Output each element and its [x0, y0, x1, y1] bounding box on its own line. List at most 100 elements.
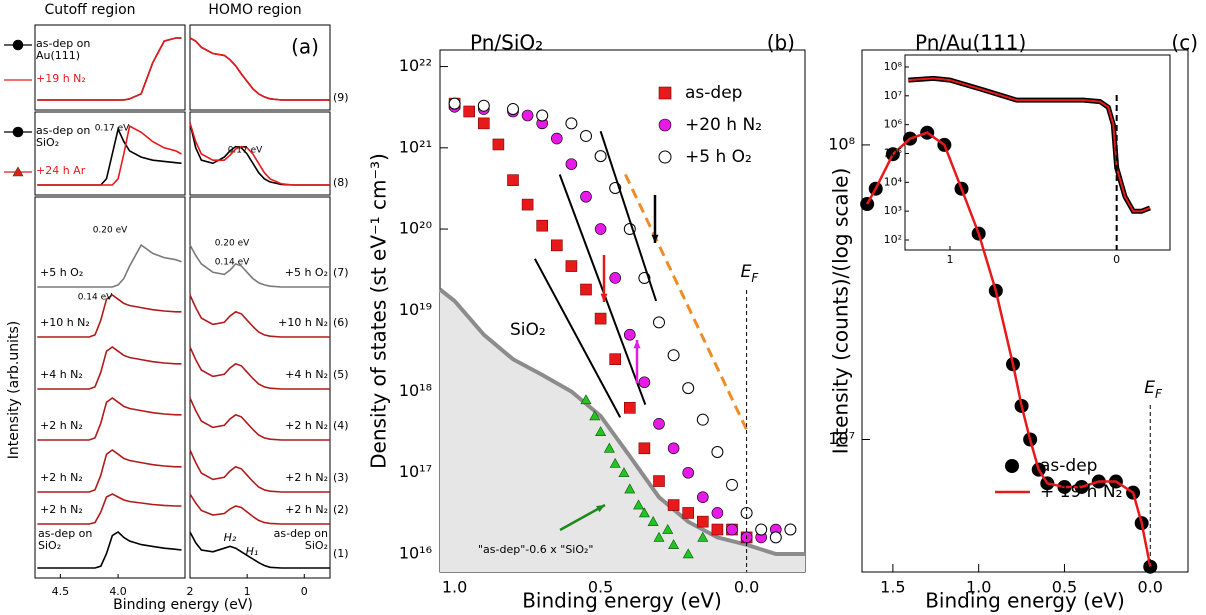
row-label: +2 h N₂ — [285, 503, 328, 516]
legend-label: as-dep on Au(111) — [36, 38, 91, 62]
chart-title: Pn/SiO₂ — [470, 31, 543, 55]
series-label: SiO₂ — [510, 320, 546, 340]
legend-label-box: as-dep on Au(111) — [36, 38, 91, 62]
y-tick-label: 10²² — [399, 56, 432, 75]
panel-title: Cutoff region — [44, 2, 135, 18]
point — [696, 413, 709, 426]
spectrum — [37, 449, 182, 493]
fit-line — [534, 258, 622, 418]
row-label: +2 h N₂ — [40, 419, 83, 432]
point — [633, 499, 645, 510]
point — [623, 402, 636, 414]
legend-marker — [658, 150, 672, 164]
spectrum — [189, 294, 330, 338]
point — [755, 523, 768, 536]
spectrum — [189, 449, 330, 493]
row-label: +10 h N₂ — [278, 316, 328, 329]
arrow-head — [596, 505, 605, 513]
frame — [189, 111, 331, 196]
y-axis-title: Intensity (arb.units) — [6, 321, 22, 459]
chart-title: Pn/Au(111) — [915, 31, 1026, 55]
point — [653, 531, 665, 542]
point — [507, 103, 519, 116]
point — [580, 394, 592, 405]
spectrum — [37, 243, 182, 288]
row-label: +2 h N₂ — [40, 471, 83, 484]
point — [682, 507, 695, 519]
x-tick-label: 0.5 — [588, 578, 613, 597]
point — [726, 478, 738, 491]
point — [463, 105, 476, 118]
spectrum — [37, 530, 182, 569]
point — [477, 99, 490, 112]
frame — [189, 196, 331, 579]
fit-line — [558, 174, 647, 405]
point — [638, 507, 650, 518]
annotation: H₁ — [246, 545, 259, 558]
y-tick-label: 10¹⁷ — [399, 462, 432, 481]
y-tick-label: 10¹⁸ — [399, 381, 432, 400]
arrow — [559, 503, 606, 532]
legend-marker — [1005, 459, 1019, 473]
point — [448, 97, 461, 110]
point — [667, 442, 680, 455]
fermi-label: EF — [741, 262, 760, 285]
y-tick-label: 10¹⁹ — [399, 300, 432, 319]
annotation: 0.20 eV — [93, 226, 128, 236]
legend-marker — [12, 126, 24, 138]
point — [565, 260, 578, 272]
point — [507, 174, 519, 186]
point — [609, 353, 622, 365]
spectrum — [189, 493, 330, 525]
spectrum — [37, 397, 182, 441]
row-label: +4 h N₂ — [285, 368, 328, 381]
x-tick-label: 1.0 — [442, 578, 467, 597]
point — [618, 467, 630, 478]
row-label: +5 h O₂ — [285, 266, 328, 279]
point — [696, 491, 709, 503]
frame — [34, 24, 186, 111]
area-edge — [438, 287, 805, 556]
legend-marker — [12, 39, 24, 51]
point — [594, 312, 607, 325]
y-tick-label: 10² — [884, 233, 902, 246]
point — [726, 523, 738, 536]
spectrum — [37, 346, 182, 390]
y-axis-title: Intensity (counts)/(log scale) — [829, 168, 853, 455]
legend-label: +24 h Ar — [36, 165, 86, 177]
line — [866, 131, 1152, 567]
row-number: (2) — [333, 503, 349, 516]
point — [638, 442, 651, 455]
legend-label-box: as-dep on SiO₂ — [36, 125, 90, 149]
annotation: 0.20 eV — [215, 239, 250, 249]
row-number: (3) — [333, 471, 349, 484]
point — [623, 328, 636, 341]
y-tick-label: 10⁷ — [884, 89, 902, 102]
inset-frame — [904, 54, 1171, 251]
row-number: (8) — [333, 176, 349, 189]
x-tick-label: 4.0 — [109, 585, 127, 598]
x-tick-label: 0.5 — [1052, 578, 1077, 597]
legend-label-box: +19 h N₂ — [36, 73, 86, 85]
row-number: (1) — [333, 547, 349, 560]
panel-label: (b) — [767, 31, 795, 55]
spectrum — [189, 244, 330, 288]
legend-marker — [658, 86, 672, 100]
x-axis-title: Binding energy (eV) — [522, 589, 722, 613]
point — [784, 523, 797, 536]
fermi-label-main: E — [741, 262, 752, 282]
x-tick-label: 2 — [187, 585, 194, 598]
point — [653, 418, 665, 430]
frame — [861, 49, 1189, 573]
fermi-label: EF — [1144, 378, 1163, 401]
point — [647, 516, 659, 526]
point — [769, 531, 782, 544]
spectrum — [37, 493, 182, 525]
point — [477, 117, 490, 130]
annotation: 0.17 eV — [228, 146, 263, 156]
row-label: +2 h N₂ — [285, 471, 328, 484]
legend-label: as-dep — [1040, 456, 1097, 476]
area — [440, 289, 805, 572]
row-number: (7) — [333, 266, 349, 279]
legend-label: + 19 h N₂ — [1040, 482, 1122, 502]
